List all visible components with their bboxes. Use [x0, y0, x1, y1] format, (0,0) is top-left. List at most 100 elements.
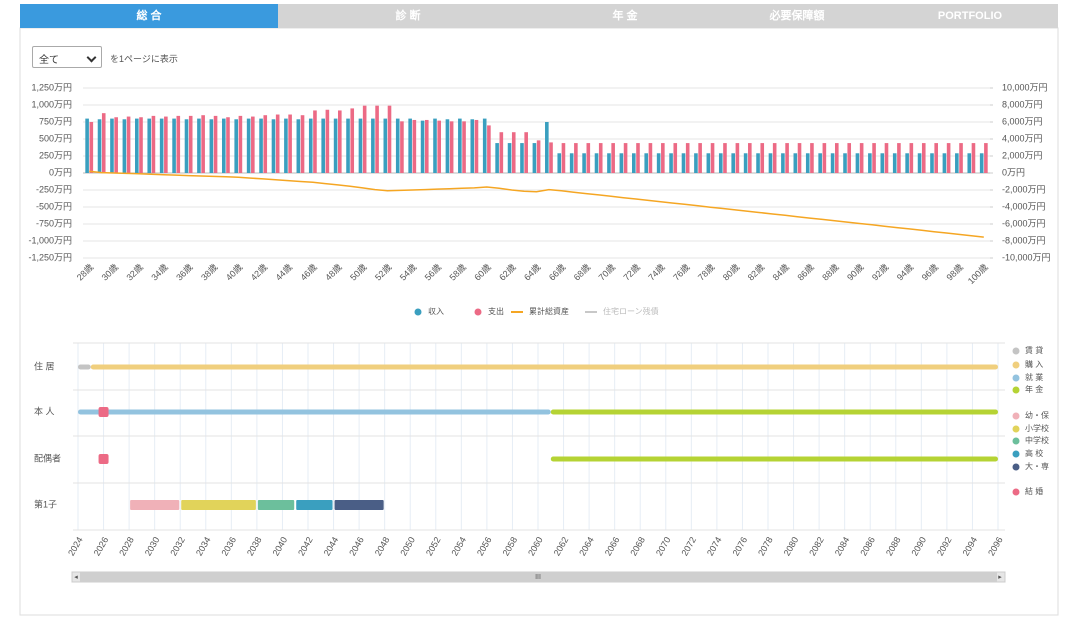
bar: [420, 120, 425, 173]
scroll-right[interactable]: ▸: [998, 574, 1002, 581]
y2-tick-label: 10,000万円: [1002, 82, 1048, 92]
bar: [114, 117, 118, 173]
bar: [482, 118, 487, 173]
y-tick-label: -1,000万円: [28, 235, 72, 245]
bar: [772, 143, 777, 173]
legend-marker: [1012, 412, 1020, 420]
bar: [561, 143, 566, 173]
bar: [172, 118, 176, 173]
bar: [868, 153, 872, 173]
bar: [917, 153, 922, 173]
bar: [897, 143, 901, 173]
tab[interactable]: [882, 4, 1058, 28]
row-label: 本 人: [34, 405, 55, 416]
bar: [449, 121, 454, 173]
bar: [201, 115, 205, 173]
tab[interactable]: [538, 4, 712, 28]
legend-marker: [1012, 488, 1020, 496]
bar: [698, 143, 702, 173]
bar: [221, 118, 226, 173]
y2-tick-label: -6,000万円: [1002, 218, 1046, 228]
bar: [557, 153, 562, 173]
bar: [495, 143, 499, 173]
bar: [251, 116, 255, 173]
bar: [859, 143, 864, 173]
bar: [333, 118, 338, 173]
bar: [437, 120, 442, 173]
bar: [408, 118, 412, 173]
tab-label[interactable]: 診 断: [395, 8, 420, 22]
y2-tick-label: 2,000万円: [1002, 150, 1043, 160]
bar: [188, 115, 193, 173]
timeline-segment: [78, 409, 551, 415]
bar: [884, 143, 889, 173]
bar: [822, 143, 827, 173]
bar: [892, 153, 897, 173]
bar: [371, 118, 375, 173]
bar: [834, 143, 839, 173]
row-label: 住 居: [34, 360, 55, 371]
y-tick-label: 750万円: [39, 116, 72, 126]
scroll-grip: III: [535, 574, 541, 581]
scroll-left[interactable]: ◂: [74, 574, 78, 581]
tab[interactable]: [20, 4, 278, 28]
bar: [810, 143, 814, 173]
timeline-segment: [257, 500, 295, 510]
bar: [97, 119, 102, 173]
legend-marker: [1012, 463, 1020, 471]
scroll-thumb[interactable]: [80, 572, 997, 582]
tab-label[interactable]: PORTFOLIO: [938, 10, 1003, 22]
bar: [681, 153, 686, 173]
bar: [611, 143, 615, 173]
tab[interactable]: [278, 4, 538, 28]
y2-tick-label: 4,000万円: [1002, 133, 1043, 143]
bar: [532, 143, 537, 173]
y2-tick-label: 8,000万円: [1002, 99, 1043, 109]
bar: [984, 143, 988, 173]
tab-label[interactable]: 総 合: [136, 8, 162, 22]
y2-tick-label: -4,000万円: [1002, 201, 1046, 211]
bar: [470, 119, 475, 173]
bar: [499, 132, 504, 173]
bar: [855, 153, 860, 173]
timeline-segment: [550, 409, 998, 415]
event-marker: [98, 454, 109, 464]
bar: [979, 153, 984, 173]
bar: [321, 118, 325, 173]
event-marker: [98, 407, 109, 417]
line: [89, 170, 984, 238]
bar: [880, 153, 885, 173]
legend-marker: [414, 308, 422, 316]
panel: [19, 27, 1059, 616]
bar: [400, 121, 404, 173]
legend-marker: [1012, 450, 1020, 458]
page-size-select[interactable]: 全て: [32, 46, 102, 68]
y2-tick-label: 6,000万円: [1002, 116, 1043, 126]
y-tick-label: -500万円: [36, 201, 72, 211]
y-tick-label: -1,250万円: [28, 252, 72, 262]
bar: [710, 143, 715, 173]
legend-label: 購 入: [1025, 359, 1043, 369]
bar: [731, 153, 735, 173]
timeline-segment: [334, 500, 384, 510]
tab-label[interactable]: 必要保障額: [769, 8, 825, 22]
legend-label: 就 業: [1025, 372, 1043, 382]
bar: [586, 143, 591, 173]
legend-label: 年 金: [1025, 384, 1043, 394]
bar: [843, 153, 847, 173]
tab[interactable]: [712, 4, 882, 28]
tab-label[interactable]: 年 金: [612, 8, 638, 22]
bar: [909, 143, 914, 173]
bar: [122, 119, 127, 173]
bar: [905, 153, 909, 173]
timeline-segment: [78, 364, 91, 370]
timeline-segment: [90, 364, 999, 370]
bar: [594, 153, 599, 173]
bar: [139, 117, 143, 173]
bar: [346, 118, 350, 173]
bar: [226, 117, 230, 173]
bar: [313, 110, 317, 173]
timeline-segment: [550, 456, 998, 462]
